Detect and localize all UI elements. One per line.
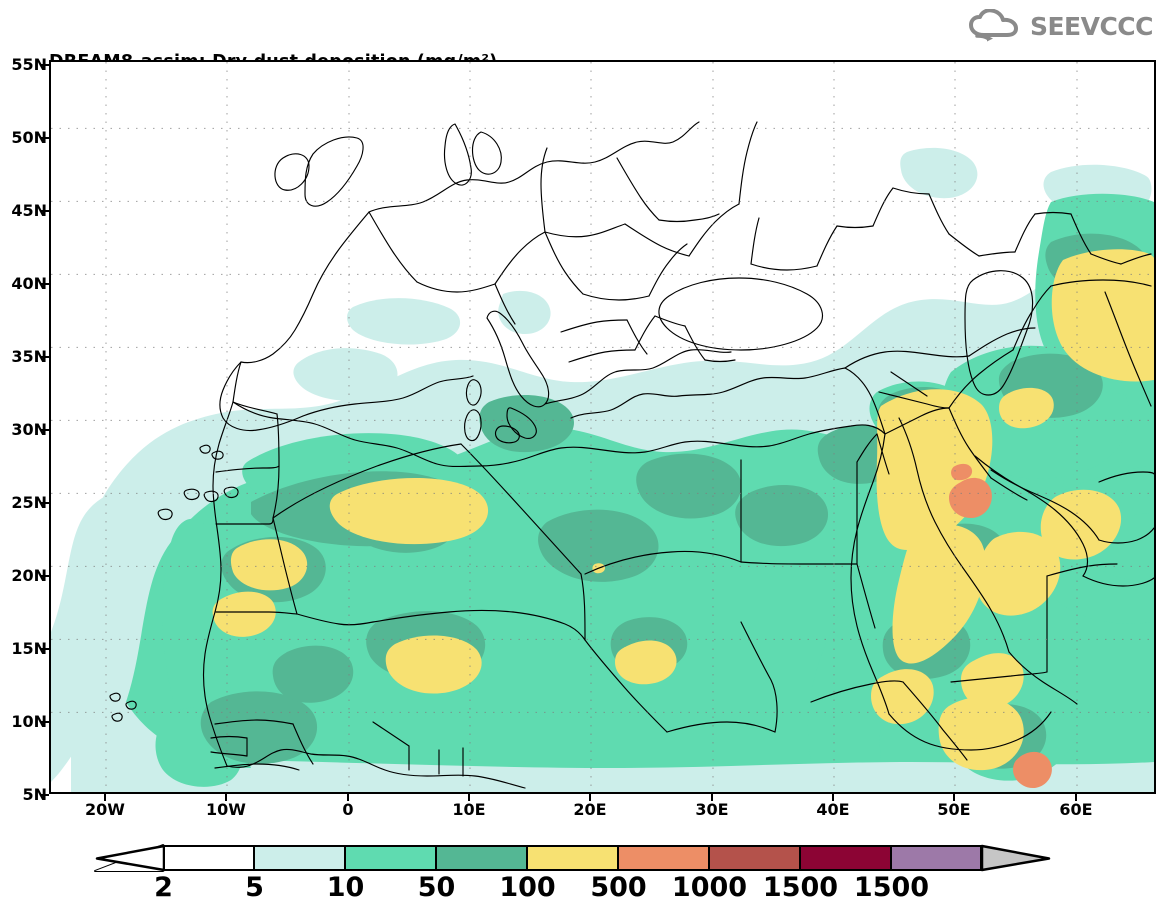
colorbar-cell-0.5-2[interactable] — [254, 845, 345, 871]
contour-band-50-100 — [949, 463, 1052, 788]
x-tick — [832, 794, 834, 801]
y-axis-label-20N: 20N — [11, 566, 47, 585]
colorbar-cell-100-500[interactable] — [709, 845, 800, 871]
contour-band-10-50 — [212, 249, 1154, 771]
x-tick — [347, 794, 349, 801]
colorbar-tick-labels: 2 5 10 50 100 500 1000 1500 1500 — [154, 872, 982, 904]
logo-text: SEEVCCC — [1029, 11, 1154, 41]
y-axis-label-55N: 55N — [11, 55, 47, 74]
colorbar-cell-500-1000[interactable] — [800, 845, 891, 871]
header: DREAM8-assim: Dry dust deposition (mg/m²… — [0, 0, 1165, 138]
x-tick — [711, 794, 713, 801]
y-axis-label-5N: 5N — [22, 785, 47, 804]
colorbar-swatches — [163, 845, 982, 871]
x-axis-label-30E: 30E — [695, 800, 729, 819]
colorbar-label-2: 5 — [245, 872, 264, 903]
map-gridlines — [51, 62, 1154, 792]
x-axis-label-40E: 40E — [816, 800, 850, 819]
colorbar-label-0.5: 2 — [154, 872, 173, 903]
y-tick — [41, 64, 49, 66]
colorbar-label-1500: 1500 — [853, 872, 930, 903]
x-tick — [468, 794, 470, 801]
colorbar-cell-50-100[interactable] — [618, 845, 709, 871]
colorbar-label-10: 50 — [417, 872, 456, 903]
y-axis-label-10N: 10N — [11, 712, 47, 731]
y-axis-label-30N: 30N — [11, 420, 47, 439]
colorbar-cell-under-0.5[interactable] — [163, 845, 254, 871]
x-axis-label-20E: 20E — [573, 800, 607, 819]
colorbar-cell-10-50[interactable] — [527, 845, 618, 871]
x-tick — [953, 794, 955, 801]
x-tick — [589, 794, 591, 801]
y-axis-label-25N: 25N — [11, 493, 47, 512]
colorbar-label-50: 100 — [499, 872, 556, 903]
y-axis-label-15N: 15N — [11, 639, 47, 658]
x-tick — [104, 794, 106, 801]
map-outlines — [109, 121, 1154, 789]
y-tick — [41, 429, 49, 431]
x-axis-label-10E: 10E — [452, 800, 486, 819]
y-tick — [41, 575, 49, 577]
colorbar-cell-2-5[interactable] — [345, 845, 436, 871]
colorbar-label-100: 500 — [590, 872, 647, 903]
y-tick — [41, 210, 49, 212]
y-tick — [41, 648, 49, 650]
seevccc-logo: SEEVCCC — [968, 6, 1154, 46]
x-axis-label-0: 0 — [342, 800, 354, 819]
map-plot-area[interactable] — [49, 60, 1156, 794]
y-tick — [41, 283, 49, 285]
y-tick — [41, 721, 49, 723]
dust-deposition-map — [51, 62, 1154, 792]
x-tick — [1075, 794, 1077, 801]
colorbar-cell-5-10[interactable] — [436, 845, 527, 871]
colorbar-label-5: 10 — [326, 872, 365, 903]
y-axis-label-45N: 45N — [11, 201, 47, 220]
x-tick — [225, 794, 227, 801]
colorbar-label-1000: 1500 — [762, 872, 839, 903]
x-axis-label-20W: 20W — [85, 800, 125, 819]
x-axis-label-50E: 50E — [937, 800, 971, 819]
cloud-icon — [968, 9, 1018, 42]
colorbar-cell-1000-1500[interactable] — [891, 845, 982, 871]
y-axis-label-35N: 35N — [11, 347, 47, 366]
y-tick — [41, 137, 49, 139]
y-tick — [41, 794, 49, 796]
y-tick — [41, 356, 49, 358]
colorbar-arrows — [94, 844, 1051, 872]
y-tick — [41, 502, 49, 504]
y-axis-label-50N: 50N — [11, 128, 47, 147]
colorbar-label-500: 1000 — [671, 872, 748, 903]
x-axis-label-10W: 10W — [206, 800, 246, 819]
x-axis-label-60E: 60E — [1059, 800, 1093, 819]
colorbar[interactable]: 2 5 10 50 100 500 1000 1500 1500 — [0, 840, 1165, 907]
y-axis-label-40N: 40N — [11, 274, 47, 293]
